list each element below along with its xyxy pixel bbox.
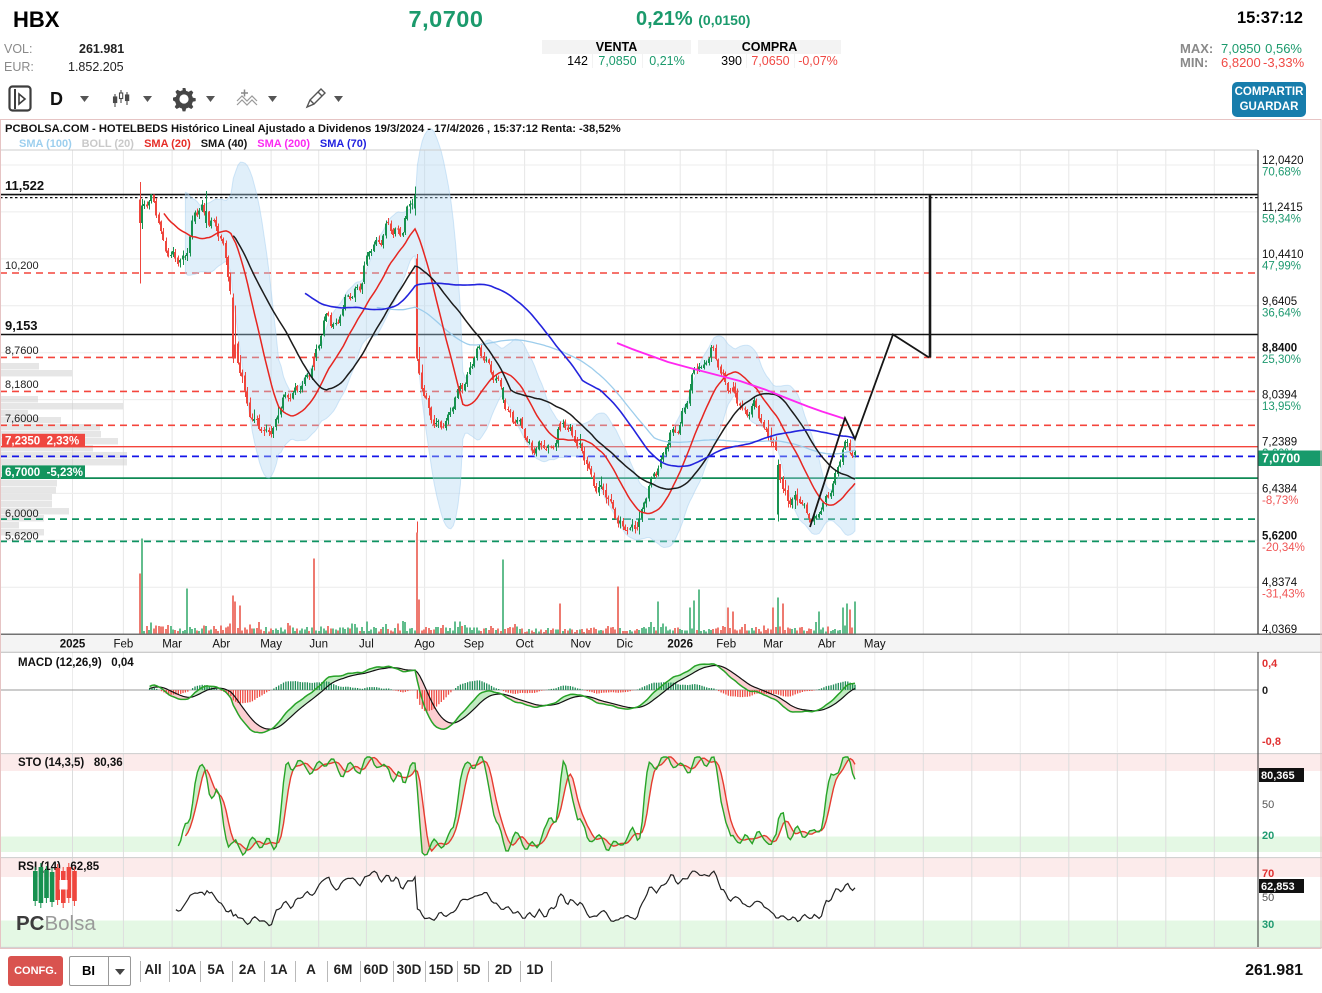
svg-text:Feb: Feb xyxy=(716,639,736,651)
svg-text:20: 20 xyxy=(1262,830,1274,842)
svg-text:70,68%: 70,68% xyxy=(1262,167,1301,179)
svg-text:25,30%: 25,30% xyxy=(1262,354,1301,366)
svg-text:5,6200: 5,6200 xyxy=(5,531,39,543)
svg-text:SMA (200): SMA (200) xyxy=(257,138,310,150)
svg-text:2026: 2026 xyxy=(667,639,693,651)
svg-text:50: 50 xyxy=(1262,799,1274,811)
svg-text:4,0369: 4,0369 xyxy=(1262,624,1297,636)
svg-text:10,4410: 10,4410 xyxy=(1262,249,1304,261)
svg-text:8,8400: 8,8400 xyxy=(1262,343,1297,355)
svg-text:Abr: Abr xyxy=(818,639,836,651)
svg-text:Oct: Oct xyxy=(516,639,535,651)
svg-text:Jun: Jun xyxy=(309,639,328,651)
svg-text:6,0000: 6,0000 xyxy=(5,508,39,520)
svg-text:70: 70 xyxy=(1262,868,1274,880)
svg-text:8,0394: 8,0394 xyxy=(1262,390,1298,402)
svg-text:5,6200: 5,6200 xyxy=(1262,530,1297,542)
svg-text:-31,43%: -31,43% xyxy=(1262,589,1305,601)
svg-text:47,99%: 47,99% xyxy=(1262,260,1301,272)
svg-text:6,7000 -5,23%: 6,7000 -5,23% xyxy=(5,467,83,479)
svg-text:-8,73%: -8,73% xyxy=(1262,495,1298,507)
svg-text:4,8374: 4,8374 xyxy=(1262,577,1298,589)
svg-text:10,200: 10,200 xyxy=(5,260,39,272)
svg-text:80,365: 80,365 xyxy=(1261,770,1295,782)
svg-text:8,7600: 8,7600 xyxy=(5,345,39,357)
svg-text:-20,34%: -20,34% xyxy=(1262,542,1305,554)
svg-text:11,2415: 11,2415 xyxy=(1262,202,1303,214)
svg-text:SMA (100): SMA (100) xyxy=(19,138,72,150)
svg-text:Feb: Feb xyxy=(113,639,133,651)
svg-text:MACD (12,26,9) 0,04: MACD (12,26,9) 0,04 xyxy=(18,657,134,669)
svg-text:Jul: Jul xyxy=(359,639,374,651)
svg-text:9,153: 9,153 xyxy=(5,318,38,333)
svg-text:9,6405: 9,6405 xyxy=(1262,296,1297,308)
svg-text:SMA (70): SMA (70) xyxy=(320,138,367,150)
svg-text:Ago: Ago xyxy=(414,639,434,651)
svg-text:36,64%: 36,64% xyxy=(1262,307,1301,319)
svg-text:0,4: 0,4 xyxy=(1262,658,1278,670)
svg-text:-0,8: -0,8 xyxy=(1262,736,1281,748)
svg-text:0: 0 xyxy=(1262,685,1268,697)
svg-text:D: D xyxy=(50,89,63,109)
svg-text:7,2389: 7,2389 xyxy=(1262,437,1297,449)
svg-text:RSI (14) 62,85: RSI (14) 62,85 xyxy=(18,861,100,873)
svg-text:8,1800: 8,1800 xyxy=(5,379,39,391)
svg-text:50: 50 xyxy=(1262,892,1274,904)
svg-text:PCBOLSA.COM - HOTELBEDS Histór: PCBOLSA.COM - HOTELBEDS Histórico Lineal… xyxy=(5,123,621,135)
svg-text:Dic: Dic xyxy=(616,639,633,651)
svg-text:2025: 2025 xyxy=(60,639,86,651)
svg-text:7,0700: 7,0700 xyxy=(1262,452,1300,466)
svg-text:13,95%: 13,95% xyxy=(1262,401,1301,413)
svg-text:Nov: Nov xyxy=(570,639,591,651)
svg-text:7,6000: 7,6000 xyxy=(5,413,39,425)
svg-text:7,2350 2,33%: 7,2350 2,33% xyxy=(5,436,79,448)
svg-text:Abr: Abr xyxy=(212,639,230,651)
svg-text:59,34%: 59,34% xyxy=(1262,213,1301,225)
svg-text:BOLL (20): BOLL (20) xyxy=(82,138,135,150)
svg-text:SMA (20): SMA (20) xyxy=(144,138,191,150)
svg-text:Mar: Mar xyxy=(162,639,182,651)
svg-text:STO (14,3,5) 80,36: STO (14,3,5) 80,36 xyxy=(18,757,123,769)
svg-text:11,522: 11,522 xyxy=(5,178,44,193)
svg-text:Mar: Mar xyxy=(763,639,783,651)
svg-text:SMA (40): SMA (40) xyxy=(201,138,248,150)
svg-text:PCBolsa: PCBolsa xyxy=(16,912,96,935)
svg-text:6,4384: 6,4384 xyxy=(1262,483,1298,495)
svg-text:12,0420: 12,0420 xyxy=(1262,155,1304,167)
svg-text:May: May xyxy=(864,639,886,651)
svg-text:May: May xyxy=(260,639,282,651)
svg-text:62,853: 62,853 xyxy=(1261,881,1295,893)
svg-text:Sep: Sep xyxy=(464,639,484,651)
svg-text:30: 30 xyxy=(1262,919,1274,931)
